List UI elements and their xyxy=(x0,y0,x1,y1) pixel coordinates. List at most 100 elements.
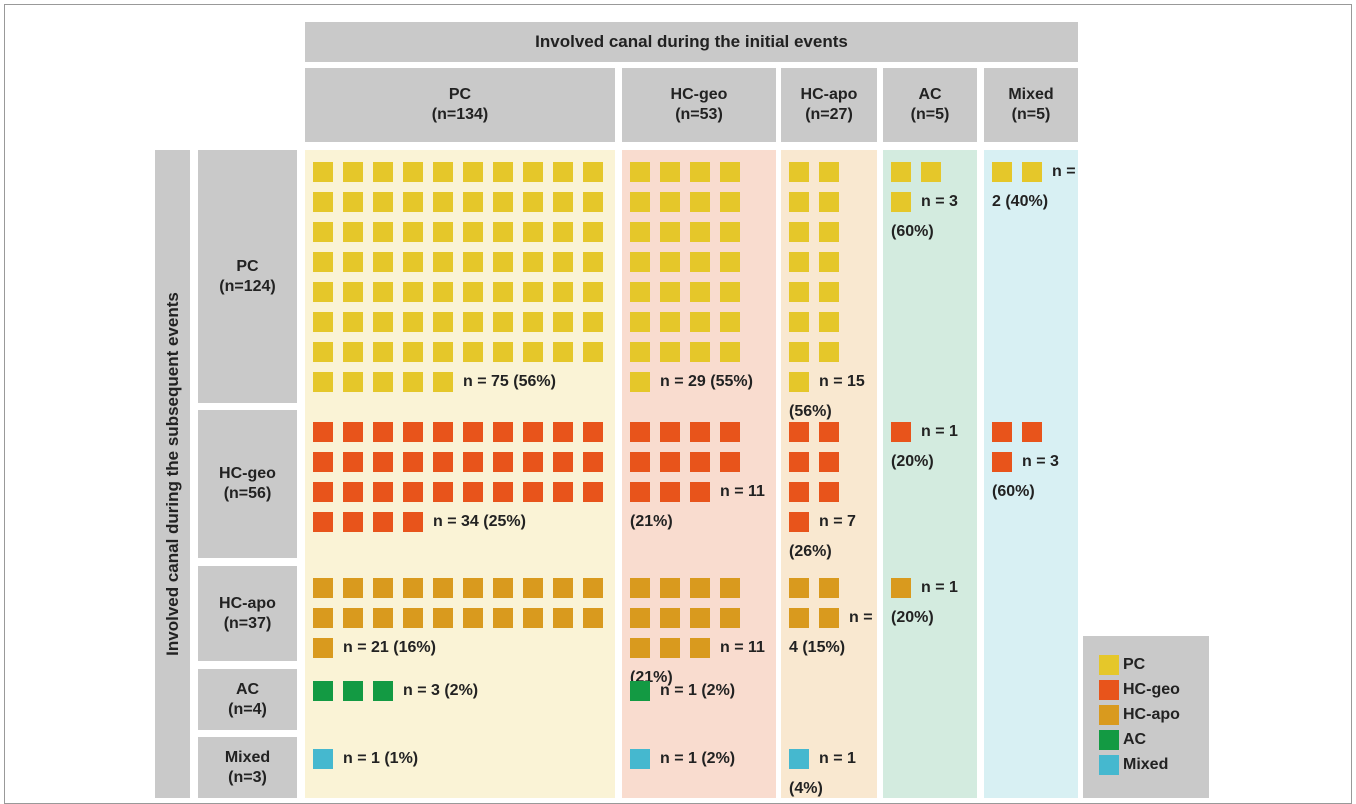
square xyxy=(463,482,483,502)
square xyxy=(553,422,573,442)
row-n: (n=124) xyxy=(219,277,276,295)
square xyxy=(789,608,809,628)
cell-label: n = 7 (26%) xyxy=(789,513,856,560)
square xyxy=(630,452,650,472)
square xyxy=(463,162,483,182)
legend: PC HC-geo HC-apo AC Mixed xyxy=(1083,636,1209,798)
square xyxy=(463,422,483,442)
cell-label: n = 2 (40%) xyxy=(992,163,1076,210)
column-header: PC (n=134) xyxy=(305,68,615,142)
square xyxy=(553,452,573,472)
cell: n = 1 (20%) xyxy=(883,566,977,661)
square xyxy=(433,372,453,392)
legend-label: AC xyxy=(1123,730,1147,748)
square xyxy=(789,372,809,392)
square xyxy=(523,452,543,472)
square xyxy=(523,482,543,502)
square xyxy=(789,192,809,212)
row-name: AC xyxy=(235,680,260,698)
square xyxy=(553,312,573,332)
column-name: Mixed xyxy=(1008,86,1054,103)
row-name: Mixed xyxy=(224,748,271,766)
row-header: HC-geo (n=56) xyxy=(198,410,297,558)
square xyxy=(789,312,809,332)
square xyxy=(690,482,710,502)
square xyxy=(313,482,333,502)
square xyxy=(789,162,809,182)
square xyxy=(373,452,393,472)
square xyxy=(630,192,650,212)
legend-label: PC xyxy=(1123,655,1146,673)
square xyxy=(373,252,393,272)
square xyxy=(313,681,333,701)
square xyxy=(891,162,911,182)
square xyxy=(660,282,680,302)
square xyxy=(992,422,1012,442)
square xyxy=(403,312,423,332)
square xyxy=(403,162,423,182)
square xyxy=(343,482,363,502)
cell: n = 1 (2%) xyxy=(622,737,776,798)
square xyxy=(493,162,513,182)
row-n: (n=56) xyxy=(223,485,272,502)
row-n: (n=4) xyxy=(228,700,267,718)
square xyxy=(690,312,710,332)
square xyxy=(891,192,911,212)
square xyxy=(373,162,393,182)
column-name: PC xyxy=(448,86,472,103)
square xyxy=(553,252,573,272)
square xyxy=(313,282,333,302)
square xyxy=(523,192,543,212)
square xyxy=(819,162,839,182)
square xyxy=(819,282,839,302)
square xyxy=(433,422,453,442)
square xyxy=(493,312,513,332)
square xyxy=(630,162,650,182)
cell-label: n = 1 (20%) xyxy=(891,579,958,626)
square xyxy=(433,192,453,212)
square xyxy=(313,452,333,472)
cell-label: n = 3 (60%) xyxy=(992,453,1059,500)
column-header: AC (n=5) xyxy=(883,68,977,142)
square xyxy=(720,282,740,302)
cell: n = 21 (16%) xyxy=(305,566,615,661)
cell: n = 2 (40%) xyxy=(984,150,1078,403)
square xyxy=(891,422,911,442)
square xyxy=(690,452,710,472)
cell: n = 11 (21%) xyxy=(622,410,776,558)
square xyxy=(553,192,573,212)
square xyxy=(373,372,393,392)
legend-swatch xyxy=(1099,729,1119,750)
square xyxy=(403,578,423,598)
square xyxy=(819,452,839,472)
square xyxy=(463,452,483,472)
cell: n = 3 (2%) xyxy=(305,669,615,730)
square xyxy=(343,342,363,362)
cell: n = 1 (1%) xyxy=(305,737,615,798)
square xyxy=(493,452,513,472)
square xyxy=(523,422,543,442)
square xyxy=(403,342,423,362)
column-name: AC xyxy=(918,86,942,103)
square xyxy=(819,222,839,242)
square xyxy=(720,452,740,472)
square xyxy=(690,192,710,212)
row-n: (n=37) xyxy=(223,614,272,632)
square xyxy=(463,252,483,272)
square xyxy=(630,422,650,442)
square xyxy=(403,422,423,442)
square xyxy=(493,192,513,212)
cell: n = 4 (15%) xyxy=(781,566,877,661)
cell-label: n = 3 (2%) xyxy=(403,682,479,699)
side-bar: Involved canal during the subsequent eve… xyxy=(155,150,190,798)
square xyxy=(789,252,809,272)
square xyxy=(789,512,809,532)
square xyxy=(313,312,333,332)
square xyxy=(523,608,543,628)
square xyxy=(403,252,423,272)
square xyxy=(630,608,650,628)
cell-label: n = 75 (56%) xyxy=(463,373,556,390)
column-n: (n=5) xyxy=(1011,106,1051,123)
square xyxy=(583,482,603,502)
